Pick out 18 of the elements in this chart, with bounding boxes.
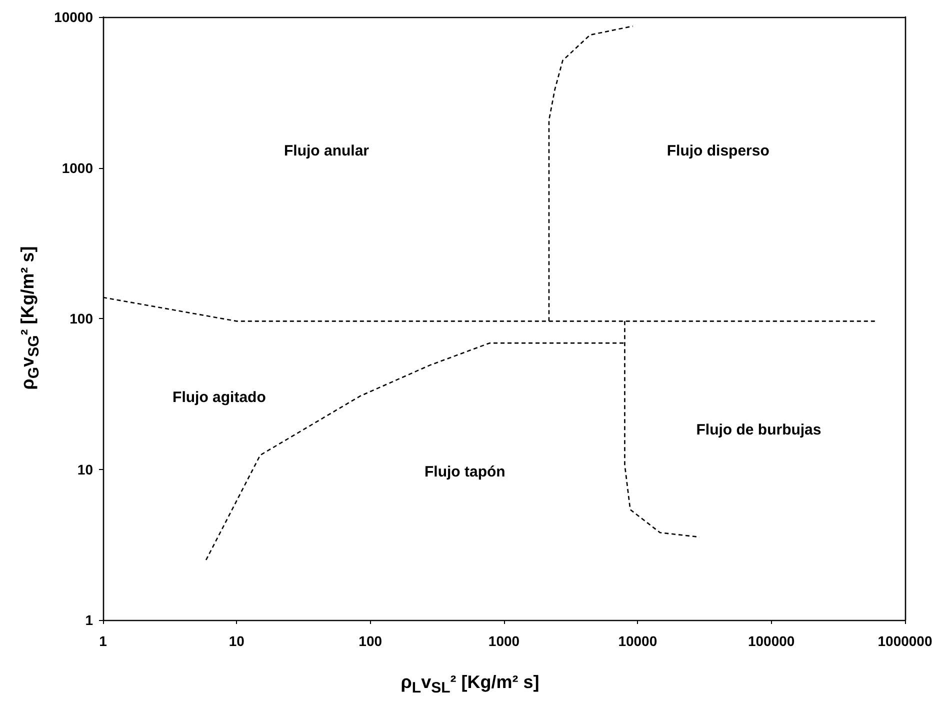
annotation: Flujo disperso	[666, 142, 770, 160]
annotation: Flujo agitado	[172, 388, 266, 406]
annotation: Flujo tapón	[424, 463, 506, 480]
x-tick-label: 1	[99, 633, 108, 649]
annotation: Flujo de burbujas	[696, 422, 822, 439]
x-tick-label: 1000	[488, 633, 520, 649]
x-tick-label: 10	[228, 633, 245, 649]
x-tick-label: 10000	[618, 633, 658, 649]
y-tick-label: 1000	[62, 160, 94, 176]
y-tick-label: 10	[77, 461, 94, 478]
y-tick-label: 100	[70, 310, 94, 326]
y-tick-label: 10000	[54, 9, 94, 25]
x-tick-label: 1000000	[878, 633, 932, 649]
x-tick-label: 100000	[748, 633, 795, 649]
x-axis-title: ρ$_{L}$v$_{SL}$² [Kg/m² s]	[400, 672, 540, 697]
y-tick-label: 1	[85, 612, 94, 628]
annotation: Flujo anular	[284, 142, 370, 160]
x-tick-label: 100	[358, 633, 382, 649]
